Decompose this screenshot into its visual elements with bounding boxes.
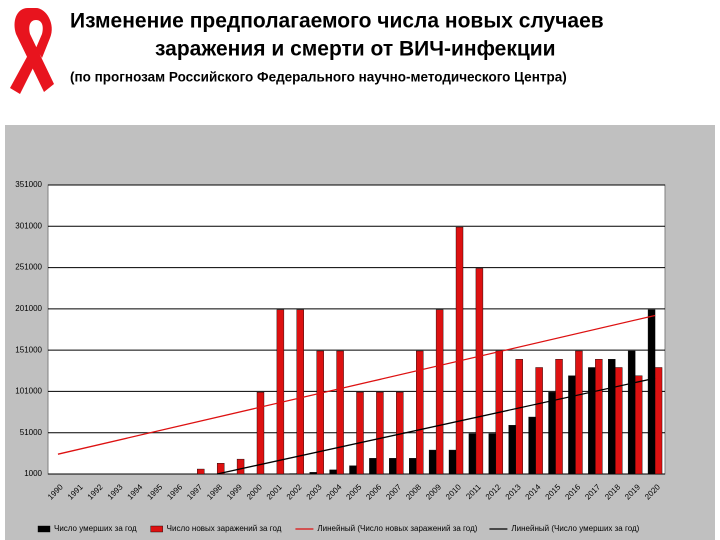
bar [369, 458, 377, 475]
bar [296, 309, 304, 475]
y-tick-label: 51000 [20, 428, 43, 437]
legend-label: Число новых заражений за год [167, 524, 282, 533]
trend-line [217, 377, 656, 475]
bar [608, 359, 616, 475]
legend-swatch [37, 525, 51, 533]
bar [468, 433, 477, 475]
y-tick-label: 151000 [15, 345, 42, 354]
bar [548, 392, 556, 475]
bar [389, 458, 397, 475]
bar [316, 350, 324, 475]
y-tick-label: 201000 [15, 304, 42, 313]
title-line: Изменение предполагаемого числа новых сл… [70, 10, 604, 33]
bar [376, 392, 384, 475]
bar [588, 367, 596, 475]
bar [535, 367, 543, 475]
bar [236, 458, 245, 475]
bar [197, 468, 205, 475]
bar [654, 367, 663, 475]
trend-line [57, 314, 656, 455]
y-tick-label: 351000 [15, 180, 42, 189]
bar [349, 465, 357, 475]
bar [356, 392, 364, 475]
bar [455, 226, 464, 475]
bar [416, 350, 424, 475]
bar [488, 433, 497, 475]
bar [409, 458, 417, 475]
bar [336, 350, 344, 475]
y-tick-label: 301000 [15, 221, 42, 230]
bar [528, 416, 536, 475]
bar [568, 375, 576, 475]
y-tick-label: 251000 [15, 263, 42, 272]
legend-label: Линейный (Число умерших за год) [511, 524, 639, 533]
bar [555, 359, 563, 475]
title-line: заражения и смерти от ВИЧ-инфекции [155, 38, 556, 61]
bar [309, 472, 317, 475]
bar [627, 350, 636, 475]
y-tick-label: 101000 [15, 387, 42, 396]
bar [276, 309, 285, 475]
bar [216, 463, 225, 475]
bar [435, 309, 444, 475]
legend-label: Число умерших за год [54, 524, 137, 533]
bar [256, 392, 265, 475]
bar [475, 268, 484, 475]
bar [647, 309, 656, 475]
bar [634, 375, 643, 475]
bar [595, 359, 603, 475]
bar [515, 359, 523, 475]
legend-swatch [150, 525, 163, 533]
legend-label: Линейный (Число новых заражений за год) [317, 524, 477, 533]
bar [329, 469, 337, 475]
bar [508, 425, 516, 475]
bar [575, 350, 583, 475]
y-tick-label: 1000 [24, 469, 42, 478]
ribbon [10, 8, 54, 94]
bar [615, 367, 623, 475]
subtitle: (по прогнозам Российского Федерального н… [70, 70, 567, 85]
bar [428, 449, 437, 475]
bar [448, 449, 457, 475]
